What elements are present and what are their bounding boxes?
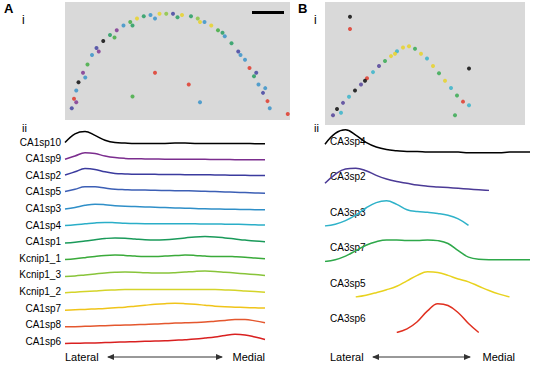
- svg-text:CA3sp3: CA3sp3: [330, 206, 366, 218]
- svg-text:CA1sp1: CA1sp1: [25, 236, 61, 247]
- svg-text:ii: ii: [314, 122, 319, 134]
- svg-text:Lateral: Lateral: [330, 351, 364, 363]
- svg-text:B: B: [298, 1, 307, 16]
- svg-text:CA1sp4: CA1sp4: [25, 220, 61, 231]
- svg-text:CA1sp2: CA1sp2: [25, 170, 61, 181]
- svg-text:CA1sp10: CA1sp10: [20, 137, 62, 148]
- svg-text:A: A: [4, 1, 14, 16]
- svg-text:Lateral: Lateral: [65, 351, 99, 363]
- svg-text:Medial: Medial: [233, 351, 265, 363]
- svg-text:Kcnip1_1: Kcnip1_1: [19, 253, 61, 264]
- svg-text:Kcnip1_3: Kcnip1_3: [19, 269, 61, 280]
- svg-text:CA3sp5: CA3sp5: [330, 278, 366, 289]
- svg-text:i: i: [22, 13, 25, 27]
- svg-text:CA1sp8: CA1sp8: [25, 319, 61, 330]
- svg-text:CA3sp2: CA3sp2: [330, 171, 366, 182]
- svg-text:CA1sp9: CA1sp9: [25, 153, 61, 164]
- svg-text:ii: ii: [22, 122, 27, 134]
- svg-text:CA3sp4: CA3sp4: [330, 136, 366, 147]
- svg-text:i: i: [314, 13, 317, 27]
- svg-text:Kcnip1_2: Kcnip1_2: [19, 286, 61, 297]
- svg-text:CA1sp5: CA1sp5: [25, 186, 61, 197]
- svg-text:CA1sp3: CA1sp3: [25, 203, 61, 214]
- svg-text:CA3sp6: CA3sp6: [330, 313, 366, 324]
- svg-text:CA3sp7: CA3sp7: [330, 242, 366, 253]
- svg-text:Medial: Medial: [483, 351, 515, 363]
- svg-text:CA1sp6: CA1sp6: [25, 336, 61, 347]
- svg-text:CA1sp7: CA1sp7: [25, 303, 61, 314]
